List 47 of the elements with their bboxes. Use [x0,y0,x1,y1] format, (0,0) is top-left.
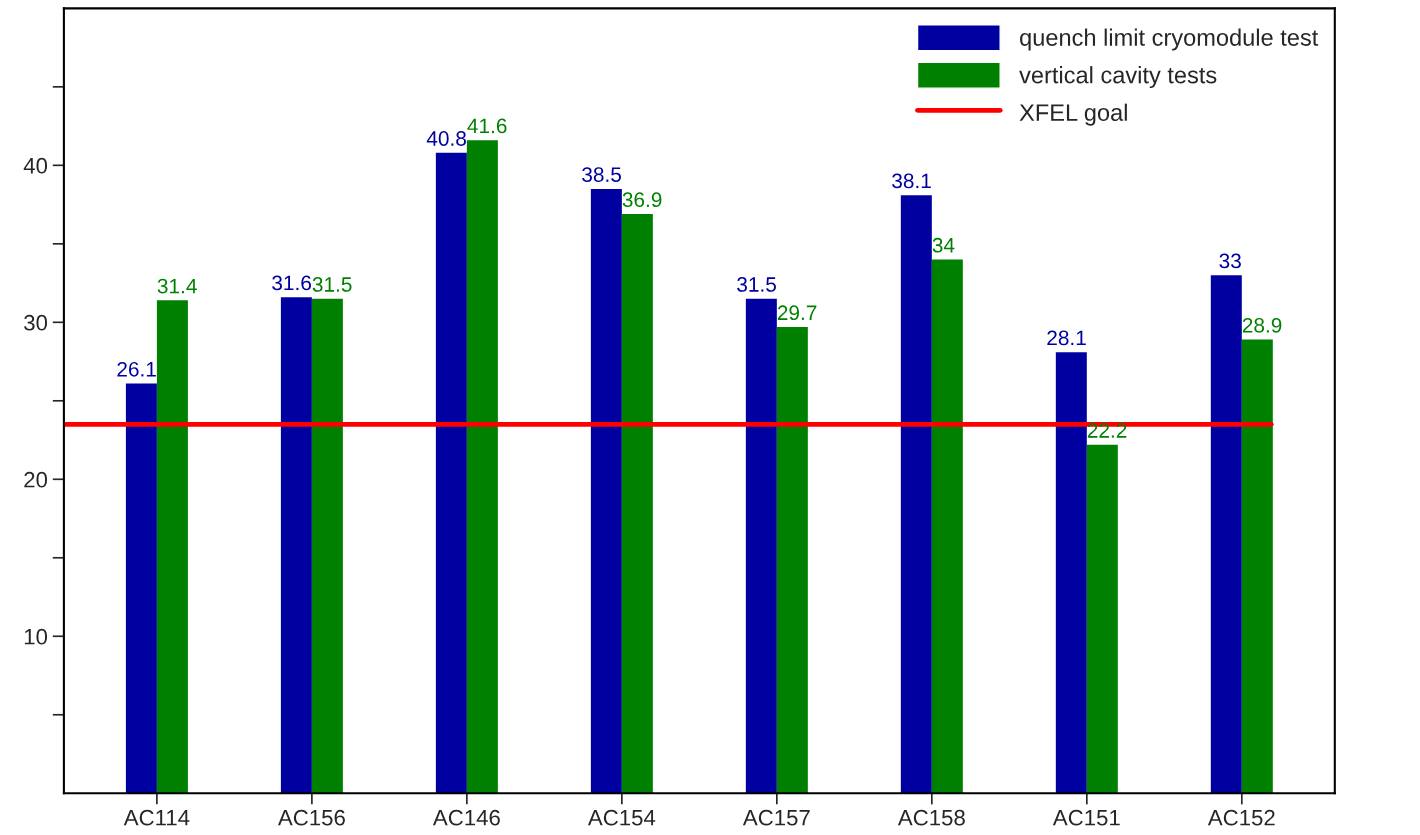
x-tick-label: AC157 [742,809,810,826]
bar [1210,275,1242,794]
data-label: 34 [932,237,955,253]
legend-label: vertical cavity tests [1019,66,1217,89]
data-label: 29.7 [777,305,817,321]
x-tick-label: AC151 [1052,809,1120,826]
bar [590,188,622,794]
bar [280,297,312,794]
x-tick-label: AC158 [897,809,965,826]
data-label: 41.6 [467,118,507,134]
data-label: 26.1 [117,361,156,377]
bar [1241,339,1273,794]
y-tick-label: 10 [24,628,48,645]
data-label: 33 [1219,253,1241,269]
bar [621,213,653,794]
x-tick-label: AC154 [587,809,656,826]
bar [931,259,963,794]
data-label: 28.1 [1047,330,1086,346]
bar [466,140,498,794]
bar [311,298,343,794]
data-label: 31.6 [272,275,311,291]
data-label: 22.2 [1087,423,1127,438]
legend-label: XFEL goal [1019,103,1127,126]
legend-label: quench limit cryomodule test [1020,28,1319,51]
x-tick-label: AC114 [123,809,190,826]
x-tick-label: AC146 [432,809,500,826]
bar [156,300,188,794]
bar [900,195,932,794]
bar [125,383,157,794]
data-label: 31.4 [157,278,197,294]
y-tick-label: 20 [24,471,48,488]
data-label: 38.1 [892,173,931,189]
y-tick-label: 30 [24,314,48,331]
bar [776,327,808,794]
data-label: 28.9 [1242,317,1282,333]
y-tick-label: 40 [23,157,48,174]
bar [435,152,467,794]
x-tick-label: AC156 [277,809,345,826]
data-label: 40.8 [426,131,466,146]
data-label: 31.5 [737,277,776,292]
bar [1086,444,1118,794]
data-label: 38.5 [582,167,621,182]
bar [745,298,777,794]
data-label: 31.5 [312,277,352,292]
x-tick-label: AC152 [1207,809,1275,826]
data-label: 36.9 [622,192,662,208]
bar [1055,352,1087,794]
